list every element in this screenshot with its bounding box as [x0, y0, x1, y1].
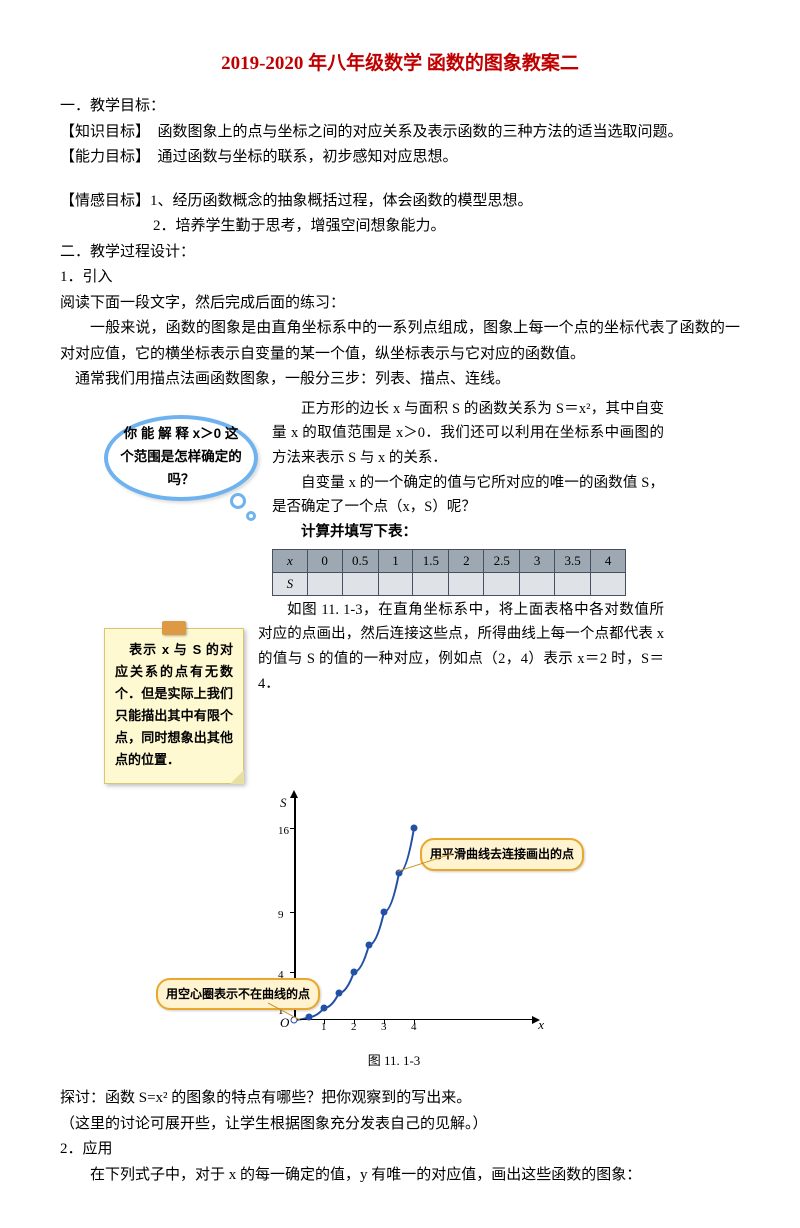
ability-label: 【能力目标】: [60, 149, 143, 165]
rhs-line-2: 自变量 x 的一个确定的值与它所对应的唯一的函数值 S，是否确定了一个点（x，S…: [272, 471, 664, 520]
table-cell: [484, 572, 520, 595]
section1-heading: 一．教学目标：: [60, 94, 740, 120]
y-tick-label: 9: [278, 906, 284, 925]
arrow-icon: [290, 790, 298, 798]
table-cell: [591, 572, 626, 595]
rhs-line-3: 计算并填写下表：: [272, 520, 664, 545]
table-row: S: [273, 572, 626, 595]
table-cell: 1.5: [413, 549, 449, 572]
callout-hollow-point: 用空心圈表示不在曲线的点: [156, 978, 320, 1010]
emotion-1: 1、经历函数概念的抽象概括过程，体会函数的模型思想。: [150, 193, 533, 209]
subsection-application: 2．应用: [60, 1137, 740, 1163]
right-column-text: 正方形的边长 x 与面积 S 的函数关系为 S＝x²，其中自变量 x 的取值范围…: [272, 397, 664, 596]
table-cell: S: [273, 572, 308, 595]
chart-intro-text: 如图 11. 1-3，在直角坐标系中，将上面表格中各对数值所对应的点画出，然后连…: [258, 598, 664, 697]
reading-prompt: 阅读下面一段文字，然后完成后面的练习：: [60, 291, 740, 317]
data-point: [306, 1014, 313, 1021]
x-axis-label: x: [538, 1014, 544, 1036]
knowledge-goal: 【知识目标】 函数图象上的点与坐标之间的对应关系及表示函数的三种方法的适当选取问…: [60, 120, 740, 146]
data-point: [336, 990, 343, 997]
data-point: [366, 942, 373, 949]
table-cell: 2.5: [484, 549, 520, 572]
section2-heading: 二．教学过程设计：: [60, 240, 740, 266]
emotion-label: 【情感目标】: [60, 193, 150, 209]
figure-block: 你 能 解 释 x＞0 这个范围是怎样确定的吗？ 正方形的边长 x 与面积 S …: [104, 397, 664, 1073]
table-cell: [342, 572, 378, 595]
footer-block: 探讨：函数 S=x² 的图象的特点有哪些？把你观察到的写出来。 （这里的讨论可展…: [60, 1086, 740, 1188]
page-title: 2019-2020 年八年级数学 函数的图象教案二: [60, 48, 740, 80]
subsection-intro: 1．引入: [60, 265, 740, 291]
table-cell: 0.5: [342, 549, 378, 572]
figure-caption: 图 11. 1-3: [244, 1050, 544, 1072]
data-point: [411, 825, 418, 832]
emotion-2: 2．培养学生勤于思考，增强空间想象能力。: [60, 214, 740, 240]
rhs-line-1: 正方形的边长 x 与面积 S 的函数关系为 S＝x²，其中自变量 x 的取值范围…: [272, 397, 664, 471]
table-row: x00.511.522.533.54: [273, 549, 626, 572]
thought-bubble: 你 能 解 释 x＞0 这个范围是怎样确定的吗？: [104, 415, 258, 501]
para-2: 通常我们用描点法画函数图象，一般分三步：列表、描点、连线。: [60, 367, 740, 393]
discuss-note: （这里的讨论可展开些，让学生根据图象充分发表自己的见解。）: [60, 1112, 740, 1138]
knowledge-text: 函数图象上的点与坐标之间的对应关系及表示函数的三种方法的适当选取问题。: [143, 124, 683, 140]
table-cell: 2: [449, 549, 484, 572]
table-cell: 3: [520, 549, 555, 572]
table-cell: 0: [307, 549, 342, 572]
ability-text: 通过函数与坐标的联系，初步感知对应思想。: [143, 149, 458, 165]
table-cell: 1: [378, 549, 413, 572]
table-cell: 4: [591, 549, 626, 572]
sticky-text: 表示 x 与 S 的对应关系的点有无数个．但是实际上我们只能描出其中有限个点，同…: [115, 642, 233, 767]
emotion-goal: 【情感目标】1、经历函数概念的抽象概括过程，体会函数的模型思想。: [60, 189, 740, 215]
chart-intro: 如图 11. 1-3，在直角坐标系中，将上面表格中各对数值所对应的点画出，然后连…: [258, 598, 664, 785]
knowledge-label: 【知识目标】: [60, 124, 143, 140]
bubble-text: 你 能 解 释 x＞0 这个范围是怎样确定的吗？: [118, 423, 244, 492]
table-cell: [555, 572, 591, 595]
y-tick-label: 16: [278, 822, 289, 841]
table-cell: [520, 572, 555, 595]
table-cell: [449, 572, 484, 595]
table-cell: x: [273, 549, 308, 572]
table-cell: 3.5: [555, 549, 591, 572]
ability-goal: 【能力目标】 通过函数与坐标的联系，初步感知对应思想。: [60, 145, 740, 171]
table-cell: [413, 572, 449, 595]
data-point: [321, 1005, 328, 1012]
data-point: [381, 909, 388, 916]
coordinate-chart: S x O 149161234 用平滑曲线去连接画出的点 用空心圈表示不在曲线的…: [244, 790, 544, 1050]
para-1: 一般来说，函数的图象是由直角坐标系中的一系列点组成，图象上每一个点的坐标代表了函…: [60, 316, 740, 367]
table-cell: [307, 572, 342, 595]
table-cell: [378, 572, 413, 595]
discuss-prompt: 探讨：函数 S=x² 的图象的特点有哪些？把你观察到的写出来。: [60, 1086, 740, 1112]
data-point: [351, 969, 358, 976]
application-text: 在下列式子中，对于 x 的每一确定的值，y 有唯一的对应值，画出这些函数的图象：: [60, 1163, 740, 1189]
data-table: x00.511.522.533.54 S: [272, 549, 626, 596]
y-axis-label: S: [280, 792, 287, 814]
sticky-note: 表示 x 与 S 的对应关系的点有无数个．但是实际上我们只能描出其中有限个点，同…: [104, 628, 244, 785]
